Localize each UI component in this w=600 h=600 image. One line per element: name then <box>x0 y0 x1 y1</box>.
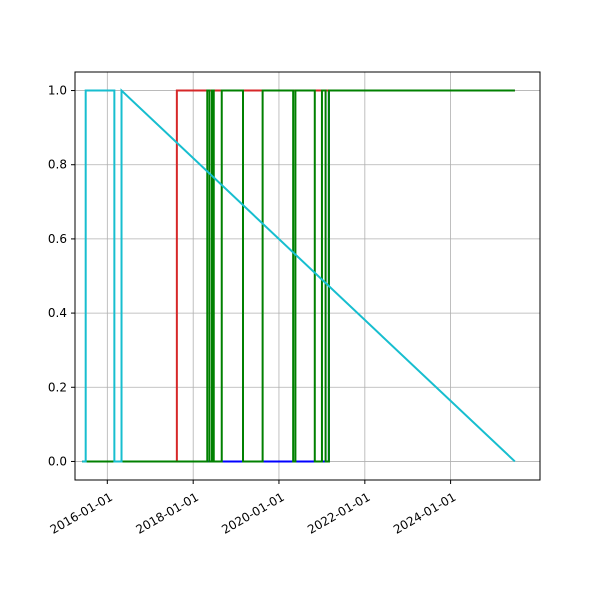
y-tick-label: 0.8 <box>48 158 67 172</box>
y-tick-label: 0.0 <box>48 454 67 468</box>
series-line-3 <box>82 89 515 463</box>
y-tick-label: 1.0 <box>48 84 67 98</box>
x-tick-label: 2016-01-01 <box>48 490 115 537</box>
series-line-1 <box>82 89 515 463</box>
series-layer <box>82 88 516 463</box>
axes: 0.0 0.2 0.4 0.6 0.8 1.0 2016-01-01 2018-01-01 20… <box>48 84 459 537</box>
y-tick-label: 0.6 <box>48 232 67 246</box>
x-tick-label: 2018-01-01 <box>134 490 201 537</box>
y-tick-label: 0.2 <box>48 380 67 394</box>
series-line-2 <box>82 89 515 463</box>
series-line-4 <box>82 88 516 463</box>
x-tick-label: 2024-01-01 <box>391 490 458 537</box>
y-tick-label: 0.4 <box>48 306 67 320</box>
x-tick-label: 2022-01-01 <box>305 490 372 537</box>
plot-area-frame <box>74 71 541 481</box>
x-tick-label: 2020-01-01 <box>219 490 286 537</box>
